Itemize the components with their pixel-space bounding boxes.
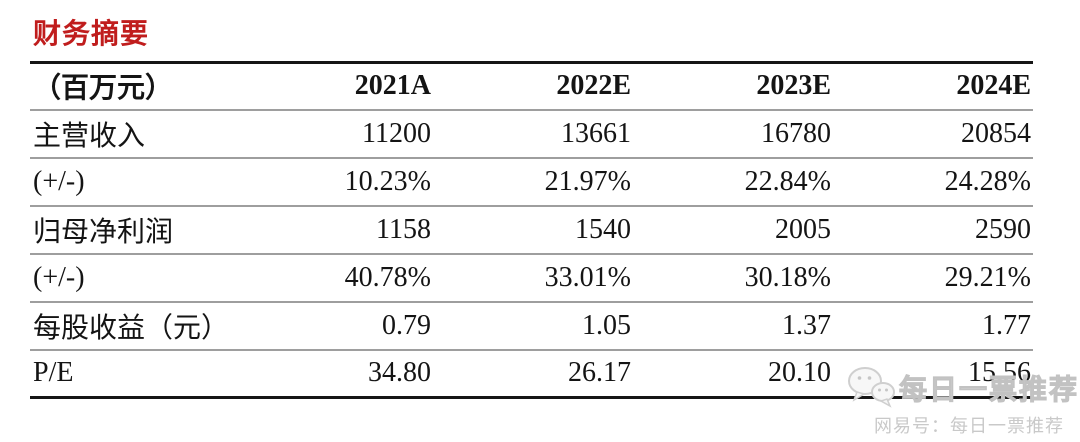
row-label-revenue: 主营收入 <box>33 120 146 152</box>
cell-value: 20.10 <box>768 357 831 389</box>
cell-value: 26.17 <box>568 357 631 389</box>
cell-value: 11200 <box>362 117 431 149</box>
cell-value: 16780 <box>761 117 831 149</box>
column-header-2021a: 2021A <box>354 70 431 102</box>
cell-value: 1540 <box>575 213 631 245</box>
page-title: 财务摘要 <box>33 18 150 49</box>
cell-value: 40.78% <box>344 261 431 293</box>
cell-value: 30.18% <box>744 261 831 293</box>
cell-value: 22.84% <box>744 165 831 197</box>
cell-value: 1.37 <box>782 309 831 341</box>
row-label-net-profit: 归母净利润 <box>33 216 174 248</box>
cell-value: 1.05 <box>582 309 631 341</box>
cell-value: 24.28% <box>944 165 1031 197</box>
table-row: (+/-) 40.78% 33.01% 30.18% 29.21% <box>30 254 1033 302</box>
cell-value: 10.23% <box>344 165 431 197</box>
cell-value: 20854 <box>961 117 1031 149</box>
cell-value: 2005 <box>775 213 831 245</box>
cell-value: 15.56 <box>968 357 1031 389</box>
row-label-revenue-growth: (+/-) <box>33 165 85 197</box>
cell-value: 34.80 <box>368 357 431 389</box>
cell-value: 1.77 <box>982 309 1031 341</box>
row-label-profit-growth: (+/-) <box>33 261 85 293</box>
column-header-2024e: 2024E <box>956 70 1031 102</box>
table-row: (+/-) 10.23% 21.97% 22.84% 24.28% <box>30 158 1033 206</box>
cell-value: 13661 <box>561 117 631 149</box>
table-row: P/E 34.80 26.17 20.10 15.56 <box>30 350 1033 398</box>
cell-value: 29.21% <box>944 261 1031 293</box>
unit-header-cell: （百万元） <box>33 73 174 105</box>
cell-value: 0.79 <box>382 309 431 341</box>
table-row: 每股收益（元） 0.79 1.05 1.37 1.77 <box>30 302 1033 350</box>
cell-value: 21.97% <box>544 165 631 197</box>
table-row: 归母净利润 1158 1540 2005 2590 <box>30 206 1033 254</box>
cell-value: 33.01% <box>544 261 631 293</box>
cell-value: 1158 <box>376 213 431 245</box>
financial-summary-table: （百万元） 2021A 2022E 2023E 2024E 主营收入 11200… <box>30 61 1033 399</box>
column-header-2023e: 2023E <box>756 70 831 102</box>
column-header-2022e: 2022E <box>556 70 631 102</box>
row-label-eps: 每股收益（元） <box>33 312 230 344</box>
cell-value: 2590 <box>975 213 1031 245</box>
watermark-account-text: 网易号：每日一票推荐 <box>874 416 1064 436</box>
row-label-pe: P/E <box>33 357 74 389</box>
table-header-row: （百万元） 2021A 2022E 2023E 2024E <box>30 63 1033 110</box>
table-row: 主营收入 11200 13661 16780 20854 <box>30 110 1033 158</box>
